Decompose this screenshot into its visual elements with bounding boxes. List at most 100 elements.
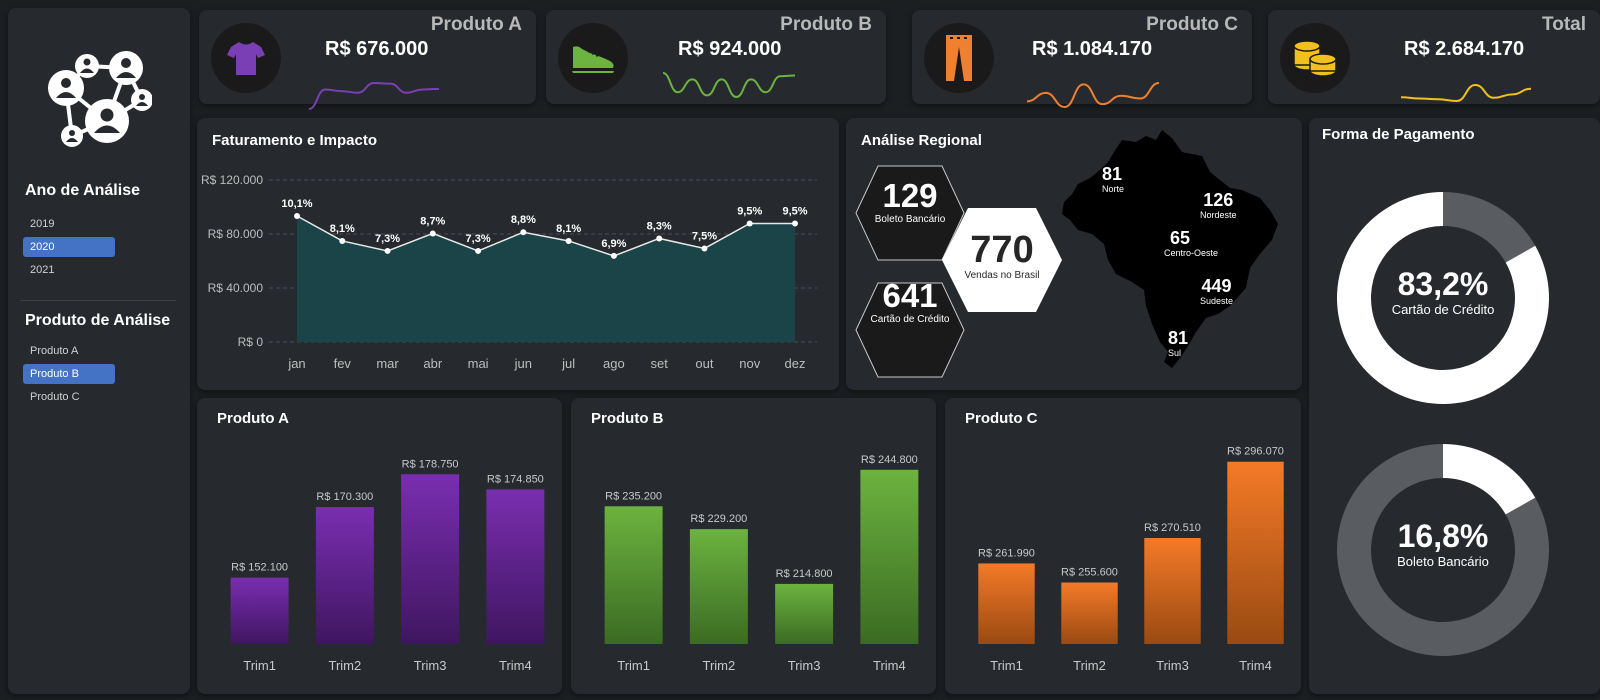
x-tick-label: fev [334,356,352,371]
bar [604,506,663,644]
donut-cartao [1337,192,1549,404]
bar-value-label: R$ 235.200 [605,490,662,502]
data-label: 8,3% [647,220,672,232]
payment-panel: Forma de Pagamento 83,2% Cartão de Crédi… [1309,118,1600,694]
x-tick-label: Trim1 [243,658,276,673]
year-option-2019[interactable]: 2019 [30,218,55,230]
panel-title: Produto B [591,410,664,427]
x-tick-label: set [651,356,669,371]
year-option-2020[interactable]: 2020 [23,237,115,257]
donut-boleto [1337,444,1549,656]
x-tick-label: abr [423,356,442,371]
kpi-value: R$ 676.000 [325,38,429,60]
bar-value-label: R$ 296.070 [1227,446,1284,458]
cartao-label: Cartão de Crédito [1391,302,1495,317]
sparkline-path [1400,83,1532,103]
x-tick-label: Trim3 [414,658,447,673]
panel-title: Produto C [965,410,1038,427]
shoe-icon [558,23,628,93]
x-tick-label: Trim2 [1073,658,1106,673]
region-norte: 81 Norte [1102,164,1125,194]
kpi-card-total: Total R$ 2.684.170 [1268,10,1600,104]
boleto-percent: 16,8% [1397,518,1489,554]
x-tick-label: mai [468,356,489,371]
bar-value-label: R$ 229.200 [690,513,747,525]
region-centro-oeste: 65 Centro-Oeste [1164,228,1219,258]
bar [401,474,460,644]
data-label: 7,3% [466,233,491,245]
data-point [429,230,436,237]
bar [860,469,919,644]
y-tick-label: R$ 0 [238,335,264,349]
produto-c-bar-chart: R$ 261.990 Trim1 R$ 255.600 Trim2 R$ 270.510… [978,446,1284,673]
data-label: 10,1% [281,198,312,210]
data-point [475,247,482,254]
kpi-sparkline [1026,82,1160,109]
data-point [701,245,708,252]
region-sudeste: 449 Sudeste [1200,276,1234,306]
x-tick-label: jul [561,356,575,371]
produto-a-bar-chart: R$ 152.100 Trim1 R$ 170.300 Trim2 R$ 178.750… [230,458,545,673]
kpi-name: Produto C [1146,14,1238,35]
year-heading: Ano de Análise [25,182,140,199]
x-tick-label: dez [785,356,806,371]
region-sul: 81 Sul [1168,328,1189,358]
hexagon-boleto [855,165,965,261]
bar [1227,461,1284,644]
data-label: 6,9% [601,238,626,250]
cartao-percent: 83,2% [1397,266,1489,302]
year-option-2021[interactable]: 2021 [30,264,55,276]
boleto-count: 129 [882,177,938,214]
panel-title: Produto A [217,410,289,427]
data-point [520,229,527,236]
sparkline-path [1026,82,1160,109]
product-option-a[interactable]: Produto A [30,345,79,357]
sidebar: Ano de Análise 2019 2020 2021 Produto de… [8,8,190,694]
data-point [746,220,753,227]
data-point [792,220,798,227]
x-tick-label: out [695,356,713,371]
area-line [296,215,795,257]
kpi-card-produto-b: Produto B R$ 924.000 [546,10,886,104]
kpi-name: Total [1542,14,1586,35]
bar-value-label: R$ 214.800 [776,568,833,580]
coins-icon [1280,23,1350,93]
data-label: 7,3% [375,233,400,245]
donut-slice [1337,444,1549,656]
faturamento-panel: Faturamento e Impacto R$ 0 R$ 40.000 R$ 80… [197,118,839,390]
product-option-b[interactable]: Produto B [23,364,115,384]
faturamento-area-chart: R$ 0 R$ 40.000 R$ 80.000 R$ 120.000 10,1% jan… [201,173,817,371]
x-tick-label: Trim3 [1156,658,1189,673]
bar [1061,582,1118,644]
bar [230,577,289,644]
product-option-c[interactable]: Produto C [30,391,80,403]
bar-value-label: R$ 152.100 [231,562,288,574]
data-label: 8,1% [330,223,355,235]
data-label: 8,1% [556,223,581,235]
bar [689,529,748,644]
cartao-label: Cartão de Crédito [870,314,950,325]
regional-panel: Análise Regional 129 Boleto Bancário 641… [846,118,1302,390]
data-point [656,235,663,242]
bar-value-label: R$ 270.510 [1144,522,1201,534]
sparkline-path [662,72,796,99]
kpi-value: R$ 924.000 [678,38,782,60]
data-label: 8,8% [511,214,536,226]
data-point [339,237,346,244]
boleto-label: Boleto Bancário [1397,554,1489,569]
x-tick-label: Trim2 [329,658,362,673]
x-tick-label: Trim1 [617,658,650,673]
boleto-label: Boleto Bancário [874,214,946,225]
bar-value-label: R$ 261.990 [978,547,1035,559]
produto-a-panel: Produto A R$ 152.100 Trim1 R$ 170.300 Trim2… [197,398,562,694]
donut-slice [1443,444,1536,515]
cartao-count: 641 [882,277,938,314]
data-point [384,247,391,254]
panel-title: Forma de Pagamento [1322,126,1475,143]
hexagon-cartao [855,282,965,378]
x-tick-label: Trim3 [788,658,821,673]
hexagon-total [942,208,1062,312]
bar-value-label: R$ 255.600 [1061,567,1118,579]
panel-title: Faturamento e Impacto [212,132,378,149]
data-point [294,213,300,220]
